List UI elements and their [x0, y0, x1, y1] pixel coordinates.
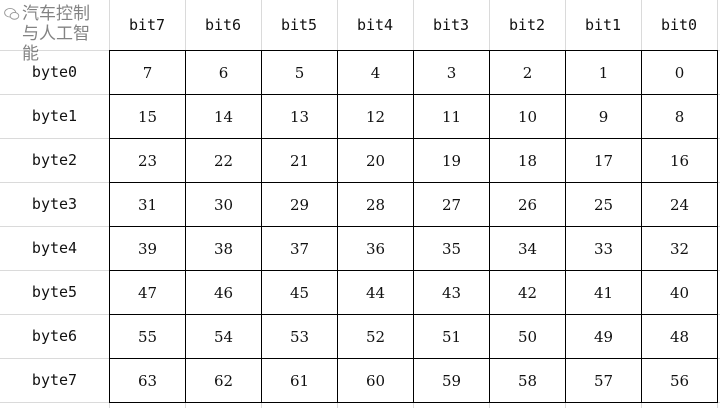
table-cell: 50 [489, 314, 566, 359]
table-cell: 25 [565, 182, 642, 227]
table-cell: 47 [109, 270, 186, 315]
table-cell: 11 [413, 94, 490, 139]
watermark: 汽车控制与人工智能 [4, 4, 106, 64]
table-cell: 12 [337, 94, 414, 139]
table-cell: 28 [337, 182, 414, 227]
table-cell: 1 [565, 50, 642, 95]
column-header: bit2 [508, 16, 546, 34]
row-label: byte5 [31, 283, 78, 301]
table-row: 31 30 29 28 27 26 25 24 [109, 182, 718, 227]
table-cell: 49 [565, 314, 642, 359]
table-cell: 60 [337, 358, 414, 403]
table-cell: 62 [185, 358, 262, 403]
table-cell: 8 [641, 94, 718, 139]
table-cell: 63 [109, 358, 186, 403]
table-cell: 34 [489, 226, 566, 271]
table-cell: 26 [489, 182, 566, 227]
table-cell: 6 [185, 50, 262, 95]
table-cell: 56 [641, 358, 718, 403]
table-cell: 40 [641, 270, 718, 315]
column-header: bit5 [280, 16, 318, 34]
row-label: byte6 [31, 327, 78, 345]
table-cell: 27 [413, 182, 490, 227]
table-cell: 15 [109, 94, 186, 139]
table-cell: 37 [261, 226, 338, 271]
row-label: byte4 [31, 239, 78, 257]
row-label: byte7 [31, 371, 78, 389]
table-cell: 45 [261, 270, 338, 315]
table-cell: 55 [109, 314, 186, 359]
column-header: bit6 [204, 16, 242, 34]
column-header: bit7 [128, 16, 166, 34]
column-header: bit0 [660, 16, 698, 34]
table-cell: 20 [337, 138, 414, 183]
table-cell: 19 [413, 138, 490, 183]
table-row: 39 38 37 36 35 34 33 32 [109, 226, 718, 271]
table-cell: 61 [261, 358, 338, 403]
column-header: bit3 [432, 16, 470, 34]
column-header: bit4 [356, 16, 394, 34]
table-cell: 52 [337, 314, 414, 359]
table-cell: 29 [261, 182, 338, 227]
gridline [0, 402, 720, 403]
table-cell: 13 [261, 94, 338, 139]
table-cell: 3 [413, 50, 490, 95]
table-cell: 53 [261, 314, 338, 359]
bit-table: 7 6 5 4 3 2 1 0 15 14 13 12 11 10 9 8 23 22 21 20 19 18 17 16 31… [109, 50, 718, 403]
table-cell: 14 [185, 94, 262, 139]
table-row: 63 62 61 60 59 58 57 56 [109, 358, 718, 403]
table-row: 47 46 45 44 43 42 41 40 [109, 270, 718, 315]
table-cell: 30 [185, 182, 262, 227]
table-cell: 32 [641, 226, 718, 271]
table-cell: 57 [565, 358, 642, 403]
table-cell: 46 [185, 270, 262, 315]
gridline [717, 0, 718, 408]
row-label: byte1 [31, 107, 78, 125]
table-cell: 38 [185, 226, 262, 271]
row-label: byte0 [31, 63, 78, 81]
table-cell: 9 [565, 94, 642, 139]
table-cell: 7 [109, 50, 186, 95]
table-cell: 36 [337, 226, 414, 271]
table-cell: 4 [337, 50, 414, 95]
table-row: 15 14 13 12 11 10 9 8 [109, 94, 718, 139]
row-label: byte2 [31, 151, 78, 169]
table-row: 55 54 53 52 51 50 49 48 [109, 314, 718, 359]
table-cell: 43 [413, 270, 490, 315]
table-cell: 21 [261, 138, 338, 183]
table-cell: 0 [641, 50, 718, 95]
table-cell: 23 [109, 138, 186, 183]
table-cell: 42 [489, 270, 566, 315]
table-cell: 44 [337, 270, 414, 315]
table-cell: 17 [565, 138, 642, 183]
table-cell: 58 [489, 358, 566, 403]
row-label: byte3 [31, 195, 78, 213]
wechat-icon [4, 8, 20, 20]
table-row: 23 22 21 20 19 18 17 16 [109, 138, 718, 183]
table-cell: 10 [489, 94, 566, 139]
table-cell: 18 [489, 138, 566, 183]
table-cell: 33 [565, 226, 642, 271]
table-cell: 48 [641, 314, 718, 359]
column-header: bit1 [584, 16, 622, 34]
table-cell: 16 [641, 138, 718, 183]
table-cell: 51 [413, 314, 490, 359]
watermark-text: 汽车控制与人工智能 [22, 4, 90, 64]
table-cell: 39 [109, 226, 186, 271]
table-cell: 35 [413, 226, 490, 271]
table-cell: 31 [109, 182, 186, 227]
table-cell: 24 [641, 182, 718, 227]
table-cell: 59 [413, 358, 490, 403]
table-cell: 54 [185, 314, 262, 359]
table-cell: 41 [565, 270, 642, 315]
table-cell: 2 [489, 50, 566, 95]
table-cell: 22 [185, 138, 262, 183]
table-cell: 5 [261, 50, 338, 95]
